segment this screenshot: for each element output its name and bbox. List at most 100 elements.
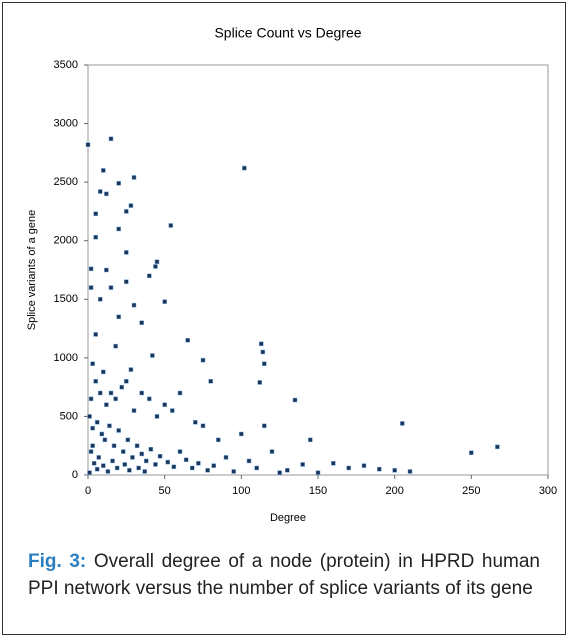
point	[196, 461, 201, 466]
point	[144, 458, 149, 464]
point	[147, 396, 152, 402]
point	[125, 437, 131, 443]
x-tick-label: 250	[462, 485, 480, 497]
point	[88, 396, 94, 402]
point	[139, 390, 144, 396]
chart-title: Splice Count vs Degree	[214, 25, 361, 41]
point	[162, 299, 167, 304]
y-tick-label: 0	[72, 469, 78, 481]
point	[246, 458, 252, 464]
point	[87, 414, 92, 419]
point	[131, 175, 137, 180]
point	[259, 341, 264, 347]
point	[93, 234, 98, 240]
point	[99, 431, 105, 437]
point	[361, 463, 367, 468]
point	[262, 423, 267, 429]
point	[101, 463, 106, 468]
point	[469, 450, 474, 455]
point	[162, 402, 167, 407]
point	[131, 408, 137, 413]
x-tick-label: 300	[539, 485, 557, 497]
point	[331, 461, 336, 466]
point	[107, 423, 112, 429]
point	[131, 302, 137, 308]
point	[124, 250, 129, 255]
plot-area	[87, 64, 549, 476]
point	[116, 181, 121, 186]
x-tick-label: 150	[309, 485, 327, 497]
point	[407, 469, 413, 474]
point	[185, 338, 190, 343]
point	[269, 449, 275, 454]
point	[90, 443, 95, 448]
y-tick-label: 1500	[54, 293, 78, 305]
point	[200, 423, 206, 429]
point	[102, 437, 108, 443]
caption: Fig. 3: Overall degree of a node (protei…	[28, 548, 540, 602]
point	[147, 273, 152, 279]
point	[114, 465, 120, 471]
point	[254, 465, 259, 471]
point	[211, 463, 216, 468]
y-tick-label: 1000	[54, 352, 78, 364]
point	[183, 457, 189, 463]
point	[300, 462, 305, 467]
x-tick-label: 100	[232, 485, 250, 497]
point	[111, 443, 117, 448]
point	[346, 465, 351, 471]
point	[124, 379, 129, 384]
y-tick-label: 3000	[54, 117, 78, 129]
y-tick-label: 3500	[54, 59, 78, 71]
point	[90, 361, 95, 366]
point	[400, 421, 405, 426]
point	[128, 367, 134, 372]
point	[239, 431, 244, 437]
point	[116, 314, 121, 320]
point	[262, 361, 267, 366]
x-tick-label: 200	[385, 485, 403, 497]
point	[168, 223, 174, 228]
point	[119, 384, 124, 390]
point	[260, 349, 266, 355]
x-tick-label: 50	[159, 485, 171, 497]
point	[154, 259, 160, 265]
point	[377, 466, 382, 472]
point	[153, 264, 158, 269]
point	[108, 136, 114, 142]
caption-text: Overall degree of a node (protein) in HP…	[28, 551, 540, 599]
point	[208, 379, 213, 384]
point	[315, 470, 321, 475]
point	[90, 425, 95, 431]
x-tick-label: 0	[85, 485, 91, 497]
point	[127, 468, 132, 473]
point	[124, 279, 129, 284]
y-axis-label: Splice variants of a gene	[26, 210, 38, 330]
point	[93, 379, 98, 384]
chart: Splice Count vs Degree Degree Splice var…	[26, 25, 557, 524]
point	[94, 420, 100, 425]
point	[190, 465, 195, 471]
point	[124, 209, 129, 214]
point	[130, 455, 135, 460]
point	[101, 369, 106, 375]
y-tick-label: 2000	[54, 235, 78, 247]
point	[88, 266, 94, 272]
point	[113, 396, 118, 402]
point	[139, 320, 144, 325]
point	[110, 458, 115, 464]
point	[91, 461, 97, 466]
point	[231, 469, 236, 474]
y-tick-label: 2500	[54, 176, 78, 188]
point	[392, 468, 397, 473]
point	[98, 297, 103, 302]
point	[116, 226, 121, 232]
point	[170, 408, 175, 413]
point	[153, 462, 158, 467]
point	[101, 168, 106, 173]
point	[257, 380, 262, 385]
point	[93, 332, 98, 337]
point	[88, 449, 94, 454]
point	[128, 203, 134, 208]
point	[104, 267, 109, 273]
